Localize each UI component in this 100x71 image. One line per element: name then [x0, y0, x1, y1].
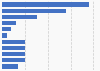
Bar: [2, 9, 66, 13]
Bar: [2, 27, 11, 31]
Bar: [2, 52, 25, 56]
Bar: [2, 33, 7, 38]
Bar: [2, 58, 25, 62]
Bar: [2, 15, 37, 19]
Bar: [2, 40, 25, 44]
Bar: [2, 21, 16, 25]
Bar: [2, 2, 89, 7]
Bar: [2, 46, 25, 50]
Bar: [2, 64, 18, 69]
